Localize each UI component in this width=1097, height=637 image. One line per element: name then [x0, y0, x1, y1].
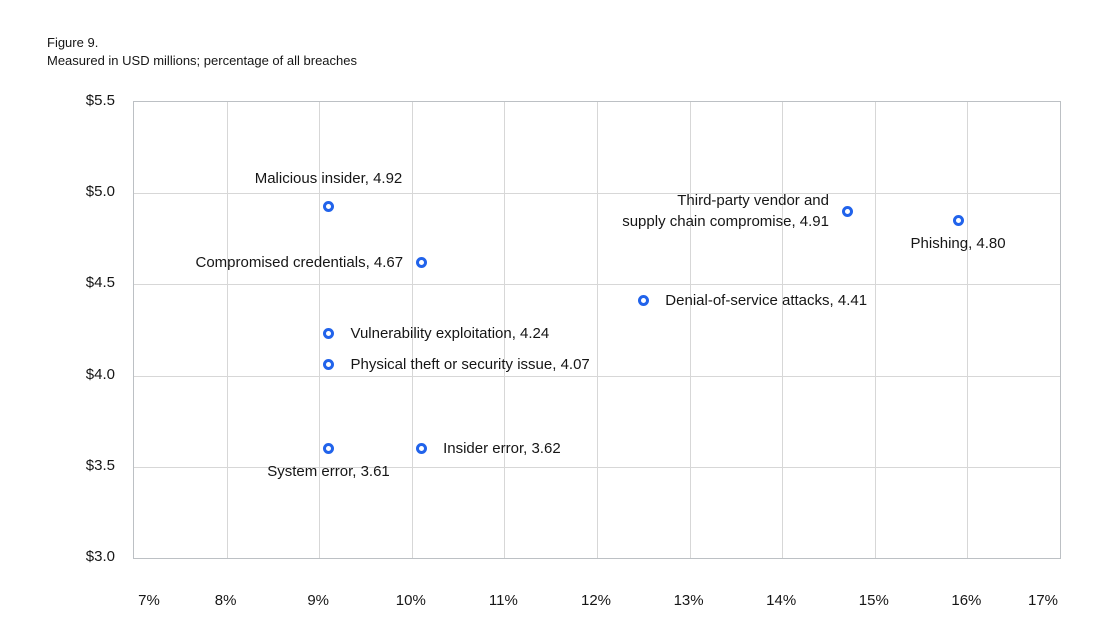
x-axis-tick-label: 15%: [858, 592, 889, 609]
grid-line-vertical: [782, 102, 784, 558]
grid-line-horizontal: [134, 466, 1060, 468]
point-label-line: Phishing, 4.80: [910, 234, 1006, 252]
grid-line-vertical: [597, 102, 598, 558]
x-axis-tick-label: 10%: [395, 592, 426, 609]
point-label-line: Vulnerability exploitation, 4.24: [350, 325, 550, 343]
grid-line-vertical: [967, 102, 969, 558]
x-axis-tick-label: 17%: [1027, 592, 1059, 609]
grid-line-vertical: [319, 102, 321, 558]
point-label: Phishing, 4.80: [758, 233, 1097, 254]
point-label: Compromised credentials, 4.67: [0, 252, 404, 273]
figure-subtitle: Measured in USD millions; percentage of …: [47, 53, 357, 68]
point-label: Insider error, 3.62: [443, 438, 863, 459]
data-point-marker: [952, 215, 964, 227]
point-label: Denial-of-service attacks, 4.41: [665, 290, 1085, 311]
point-label: Third-party vendor and supply chain compr…: [409, 190, 829, 232]
grid-line-vertical: [226, 102, 228, 558]
grid-line-vertical: [874, 102, 876, 558]
grid-line-vertical: [689, 102, 691, 558]
x-axis-tick-label: 14%: [766, 592, 797, 609]
point-label: System error, 3.61: [129, 461, 529, 482]
point-label-line: Denial-of-service attacks, 4.41: [665, 292, 868, 310]
data-point-marker: [841, 205, 853, 217]
y-axis-tick-label: $5.5: [85, 92, 115, 109]
data-point-marker: [637, 295, 649, 307]
grid-line-horizontal: [134, 284, 1060, 286]
data-point-marker: [323, 200, 334, 212]
y-axis-tick-label: $3.0: [85, 548, 115, 565]
point-label: Physical theft or security issue, 4.07: [351, 354, 771, 375]
x-axis-tick-label: 12%: [580, 592, 612, 609]
data-point-marker: [323, 443, 334, 455]
y-axis-tick-label: $4.5: [85, 274, 115, 292]
point-label: Vulnerability exploitation, 4.24: [351, 323, 771, 344]
point-label-line: System error, 3.61: [267, 462, 390, 480]
data-point-marker: [415, 443, 427, 455]
x-axis-tick-label: 7%: [138, 592, 160, 609]
x-axis-tick-label: 11%: [488, 592, 518, 609]
point-label: Malicious insider, 4.92: [129, 168, 529, 189]
point-label-line: Third-party vendor and: [677, 192, 829, 210]
point-label-line: Insider error, 3.62: [443, 440, 561, 458]
y-axis-tick-label: $4.0: [85, 365, 115, 383]
x-axis-tick-label: 9%: [307, 592, 330, 609]
grid-line-horizontal: [134, 375, 1060, 377]
grid-line-horizontal: [134, 193, 1060, 195]
grid-line-vertical: [411, 102, 413, 558]
figure-header: Figure 9. Measured in USD millions; perc…: [47, 34, 357, 70]
y-axis-tick-label: $5.0: [85, 183, 115, 201]
x-axis-tick-label: 16%: [951, 592, 982, 609]
data-point-marker: [323, 328, 334, 340]
plot-area: Malicious insider, 4.92 Third-party vendo…: [133, 101, 1061, 559]
x-axis-tick-label: 13%: [673, 592, 704, 609]
y-axis-tick-label: $3.5: [85, 456, 115, 474]
x-axis-tick-label: 8%: [214, 592, 237, 609]
point-label-line: Compromised credentials, 4.67: [195, 254, 404, 271]
point-label-line: Physical theft or security issue, 4.07: [350, 356, 590, 374]
data-point-marker: [323, 359, 334, 371]
point-label-line: supply chain compromise, 4.91: [622, 213, 829, 231]
data-point-marker: [415, 257, 427, 268]
grid-line-vertical: [504, 102, 506, 558]
figure-label: Figure 9.: [47, 35, 99, 50]
point-label-line: Malicious insider, 4.92: [254, 170, 403, 187]
